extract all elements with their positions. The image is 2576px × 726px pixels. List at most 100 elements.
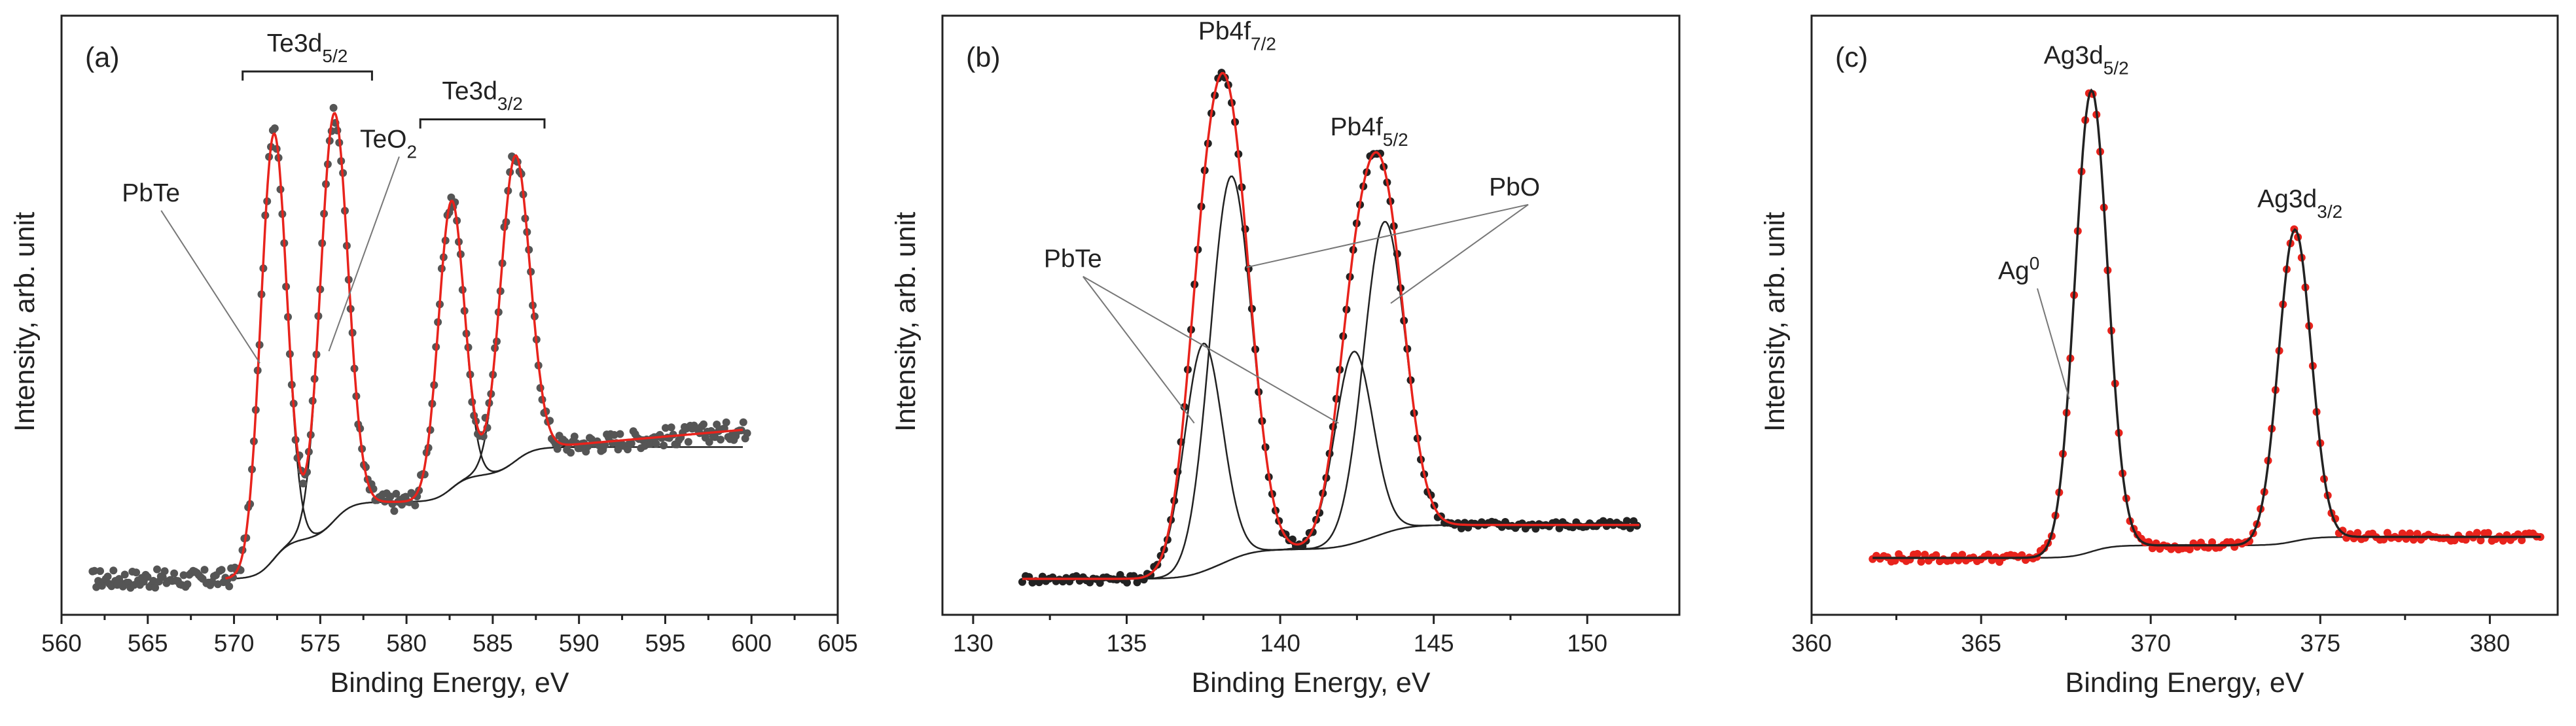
data-point bbox=[660, 441, 668, 450]
data-point bbox=[684, 438, 692, 446]
data-point bbox=[153, 565, 161, 574]
annotation-leader bbox=[1082, 276, 1195, 424]
data-point bbox=[627, 439, 635, 447]
data-point bbox=[2208, 538, 2216, 546]
y-axis-title: Intensity, arb. unit bbox=[1759, 212, 1791, 432]
data-point bbox=[229, 573, 237, 581]
measured-points bbox=[1869, 89, 2545, 566]
component-curve bbox=[2221, 228, 2368, 547]
measured-points bbox=[1018, 69, 1641, 587]
data-point bbox=[2473, 528, 2481, 537]
data-point bbox=[2185, 545, 2194, 553]
data-point bbox=[601, 441, 609, 449]
x-tick-label: 585 bbox=[473, 630, 513, 657]
y-axis-title: Intensity, arb. unit bbox=[890, 212, 921, 432]
peak-label: Ag3d5/2 bbox=[2044, 41, 2129, 78]
data-point bbox=[329, 103, 338, 112]
data-point bbox=[662, 424, 670, 432]
data-point bbox=[158, 573, 167, 581]
x-tick-label: 575 bbox=[300, 630, 340, 657]
data-point bbox=[149, 577, 158, 585]
data-point bbox=[103, 572, 112, 581]
data-point bbox=[624, 445, 632, 454]
data-point bbox=[739, 418, 747, 426]
panel-b: 130 135 140 145 150 Binding Energy, eV Intensi… bbox=[890, 14, 1681, 699]
data-point bbox=[183, 580, 192, 589]
data-point bbox=[2353, 528, 2362, 537]
measured-points bbox=[88, 103, 751, 592]
x-tick-label: 580 bbox=[386, 630, 427, 657]
data-point bbox=[2484, 528, 2492, 537]
data-point bbox=[1622, 517, 1631, 525]
data-point bbox=[1123, 578, 1131, 587]
data-point bbox=[179, 571, 188, 579]
annotation-leader bbox=[1390, 203, 1529, 304]
data-point bbox=[2518, 536, 2526, 544]
component-curve bbox=[1137, 175, 1325, 580]
fit-envelope bbox=[1872, 88, 2541, 559]
data-point bbox=[1921, 551, 1929, 559]
data-point bbox=[700, 420, 707, 428]
data-point bbox=[1457, 524, 1465, 532]
x-tick-label: 130 bbox=[953, 630, 993, 657]
x-tick-label: 570 bbox=[214, 630, 255, 657]
data-point bbox=[143, 573, 152, 581]
data-point bbox=[743, 429, 751, 438]
plot-frame bbox=[1810, 14, 2559, 616]
x-tick-label: 600 bbox=[731, 630, 772, 657]
data-point bbox=[1376, 149, 1384, 158]
data-point bbox=[2406, 529, 2414, 538]
x-tick-label: 595 bbox=[645, 630, 686, 657]
peak-label: Ag3d3/2 bbox=[2257, 185, 2342, 222]
x-tick-label: 140 bbox=[1260, 630, 1300, 657]
x-tick-label: 370 bbox=[2130, 630, 2171, 657]
plot-frame bbox=[60, 14, 839, 616]
data-point bbox=[392, 489, 401, 498]
data-point bbox=[151, 583, 160, 592]
x-axis-title: Binding Energy, eV bbox=[2066, 667, 2304, 699]
panel-label: (c) bbox=[1835, 42, 1868, 73]
data-point bbox=[411, 501, 420, 510]
x-tick-label: 605 bbox=[817, 630, 858, 657]
data-point bbox=[553, 445, 562, 453]
component-curve bbox=[393, 199, 510, 503]
data-point bbox=[96, 567, 104, 576]
data-point bbox=[705, 438, 713, 446]
data-point bbox=[652, 440, 660, 448]
data-point bbox=[1984, 550, 1992, 559]
data-point bbox=[225, 582, 234, 591]
panel-a: 560 565 570 575 580 585 590 595 600 605 Binding En… bbox=[9, 14, 858, 699]
x-tick-label: 590 bbox=[559, 630, 599, 657]
plot-frame bbox=[941, 14, 1681, 616]
x-tick-label: 565 bbox=[128, 630, 168, 657]
data-point bbox=[160, 567, 169, 576]
annotation-label: TeO2 bbox=[360, 126, 417, 162]
x-tick-label: 150 bbox=[1567, 630, 1607, 657]
annotation-leader bbox=[2037, 288, 2070, 400]
data-point bbox=[667, 423, 675, 432]
annotation-label: PbTe bbox=[1044, 245, 1102, 273]
data-point bbox=[90, 566, 99, 575]
data-point bbox=[570, 432, 579, 441]
x-tick-label: 375 bbox=[2300, 630, 2340, 657]
x-tick-label: 145 bbox=[1414, 630, 1454, 657]
peak-label: Pb4f5/2 bbox=[1331, 113, 1408, 150]
fit-envelope bbox=[225, 112, 743, 579]
x-tick-label: 380 bbox=[2469, 630, 2510, 657]
component-curve bbox=[2018, 89, 2164, 559]
annotation-leader bbox=[1246, 203, 1529, 268]
annotation-label: Ag0 bbox=[1998, 253, 2039, 286]
data-point bbox=[200, 566, 209, 574]
background-line bbox=[1022, 524, 1639, 580]
panel-c: 360 365 370 375 380 Binding Energy, eV Intensi… bbox=[1759, 14, 2559, 699]
panel-label: (b) bbox=[966, 42, 1001, 73]
component-curve bbox=[1290, 220, 1478, 551]
data-point bbox=[390, 507, 399, 515]
peak-bracket bbox=[419, 118, 546, 129]
bracket-label: Te3d5/2 bbox=[267, 29, 348, 66]
fit-envelope bbox=[1022, 72, 1639, 580]
data-point bbox=[120, 570, 129, 579]
data-point bbox=[722, 418, 730, 426]
x-tick-label: 360 bbox=[1791, 630, 1832, 657]
data-point bbox=[717, 436, 724, 444]
